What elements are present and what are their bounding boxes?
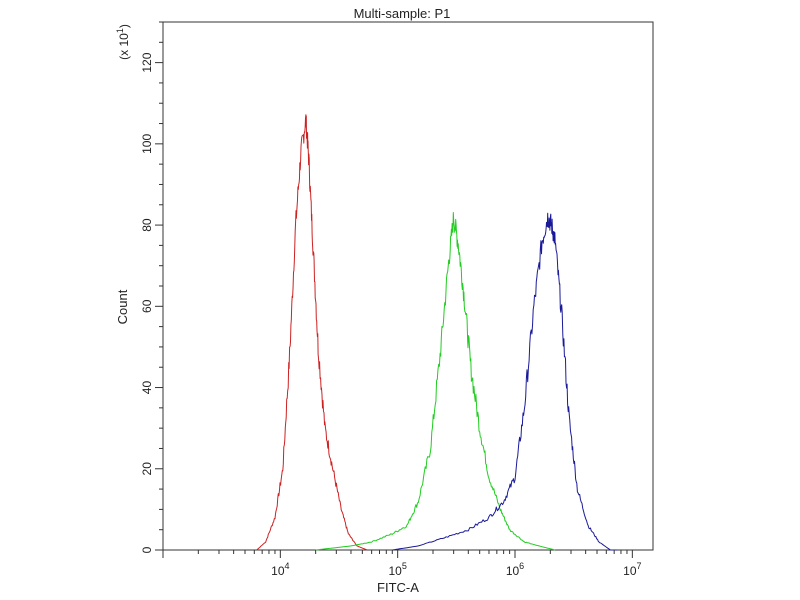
y-axis-label: Count <box>115 289 130 324</box>
y-tick-label: 40 <box>140 381 154 395</box>
x-tick-label: 104 <box>271 561 289 578</box>
series-line-2 <box>315 212 556 551</box>
y-tick-label: 0 <box>140 546 154 553</box>
series-layer <box>256 114 618 551</box>
y-tick-label: 100 <box>140 134 154 154</box>
series-line-3 <box>392 212 618 551</box>
y-axis-multiplier: (x 101) <box>115 24 131 60</box>
x-tick-label: 105 <box>388 561 406 578</box>
x-axis-label: FITC-A <box>377 580 419 595</box>
y-axis-ticks: 0 20 40 60 80 100 120 <box>140 21 163 553</box>
plot-frame <box>162 21 654 551</box>
series-line-1 <box>256 114 368 551</box>
chart-title: Multi-sample: P1 <box>354 6 451 21</box>
y-tick-label: 80 <box>140 218 154 232</box>
y-tick-label: 60 <box>140 299 154 313</box>
y-tick-label: 20 <box>140 462 154 476</box>
x-tick-label: 106 <box>506 561 524 578</box>
x-tick-label: 107 <box>623 561 641 578</box>
x-axis-ticks: 104 105 106 107 <box>162 550 642 578</box>
y-tick-label: 120 <box>140 52 154 72</box>
